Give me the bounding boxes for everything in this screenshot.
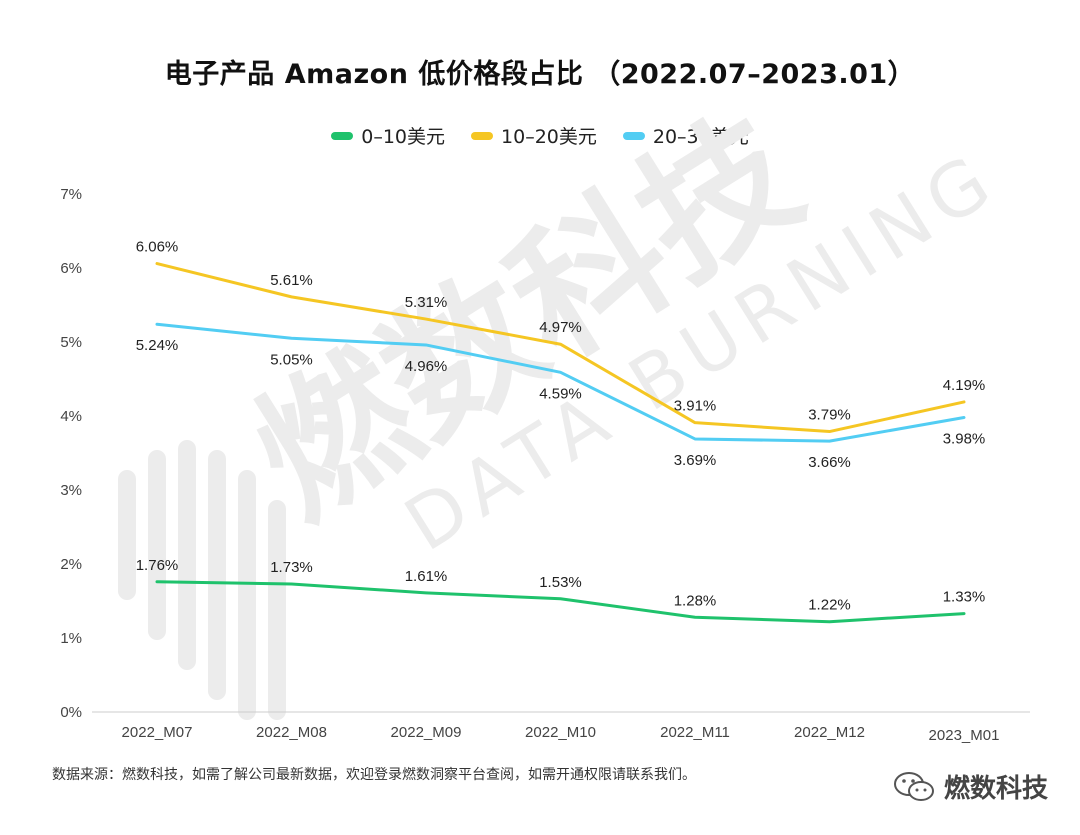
x-tick-label: 2022_M10 (525, 724, 596, 741)
y-tick-label: 4% (60, 408, 82, 425)
x-tick-label: 2022_M08 (256, 724, 327, 741)
y-tick-label: 0% (60, 704, 82, 721)
watermark-logo-icon (118, 440, 286, 720)
legend-swatch-20-30 (622, 131, 645, 140)
data-label: 1.61% (405, 568, 448, 585)
data-label: 5.61% (270, 272, 313, 289)
source-note: 数据来源：燃数科技，如需了解公司最新数据，欢迎登录燃数洞察平台查阅，如需开通权限… (52, 767, 696, 783)
data-label: 3.69% (674, 452, 717, 469)
data-label: 1.33% (943, 589, 986, 606)
legend-item-10-20[interactable]: 10–20美元 (471, 122, 597, 149)
chart-title: 电子产品 Amazon 低价格段占比 （2022.07–2023.01） (164, 59, 916, 90)
chart-legend: 0–10美元 10–20美元 20–30美元 (0, 122, 1080, 149)
data-label: 4.19% (943, 377, 986, 394)
data-label: 4.96% (405, 358, 448, 375)
legend-item-0-10[interactable]: 0–10美元 (331, 122, 445, 149)
x-tick-label: 2022_M11 (660, 724, 730, 741)
y-tick-label: 5% (60, 334, 82, 351)
x-tick-label: 2022_M07 (122, 724, 193, 741)
data-label: 3.66% (808, 454, 851, 471)
legend-item-20-30[interactable]: 20–30美元 (622, 122, 749, 149)
data-label: 5.31% (405, 294, 448, 311)
data-label: 5.24% (136, 337, 179, 354)
data-label: 6.06% (136, 239, 179, 256)
wechat-icon (894, 771, 934, 801)
x-tick-label: 2022_M12 (794, 724, 865, 741)
legend-label-0-10: 0–10美元 (361, 126, 446, 148)
data-label: 4.97% (539, 319, 582, 336)
y-tick-label: 3% (60, 482, 82, 499)
legend-swatch-10-20 (471, 131, 494, 140)
x-tick-label: 2022_M09 (391, 724, 462, 741)
y-tick-label: 1% (60, 630, 82, 647)
brand-name: 燃数科技 (944, 774, 1049, 804)
data-label: 1.73% (270, 559, 313, 576)
data-label: 4.59% (539, 385, 582, 402)
legend-label-20-30: 20–30美元 (652, 126, 749, 148)
data-label: 1.28% (674, 592, 717, 609)
y-tick-label: 6% (60, 260, 82, 277)
data-label: 3.91% (674, 398, 717, 415)
y-tick-label: 2% (60, 556, 82, 573)
watermark: 燃数科技 DATA BURNING (118, 85, 1013, 720)
brand-footer: 燃数科技 (892, 768, 1048, 805)
x-tick-label: 2023_M01 (929, 727, 1000, 744)
y-tick-label: 7% (60, 186, 82, 203)
legend-swatch-0-10 (331, 131, 354, 140)
data-label: 3.98% (943, 430, 986, 447)
data-label: 1.22% (808, 597, 851, 614)
data-label: 1.76% (136, 557, 179, 574)
data-label: 3.79% (808, 407, 851, 424)
legend-label-10-20: 10–20美元 (501, 126, 597, 148)
data-label: 5.05% (270, 351, 313, 368)
data-label: 1.53% (539, 574, 582, 591)
